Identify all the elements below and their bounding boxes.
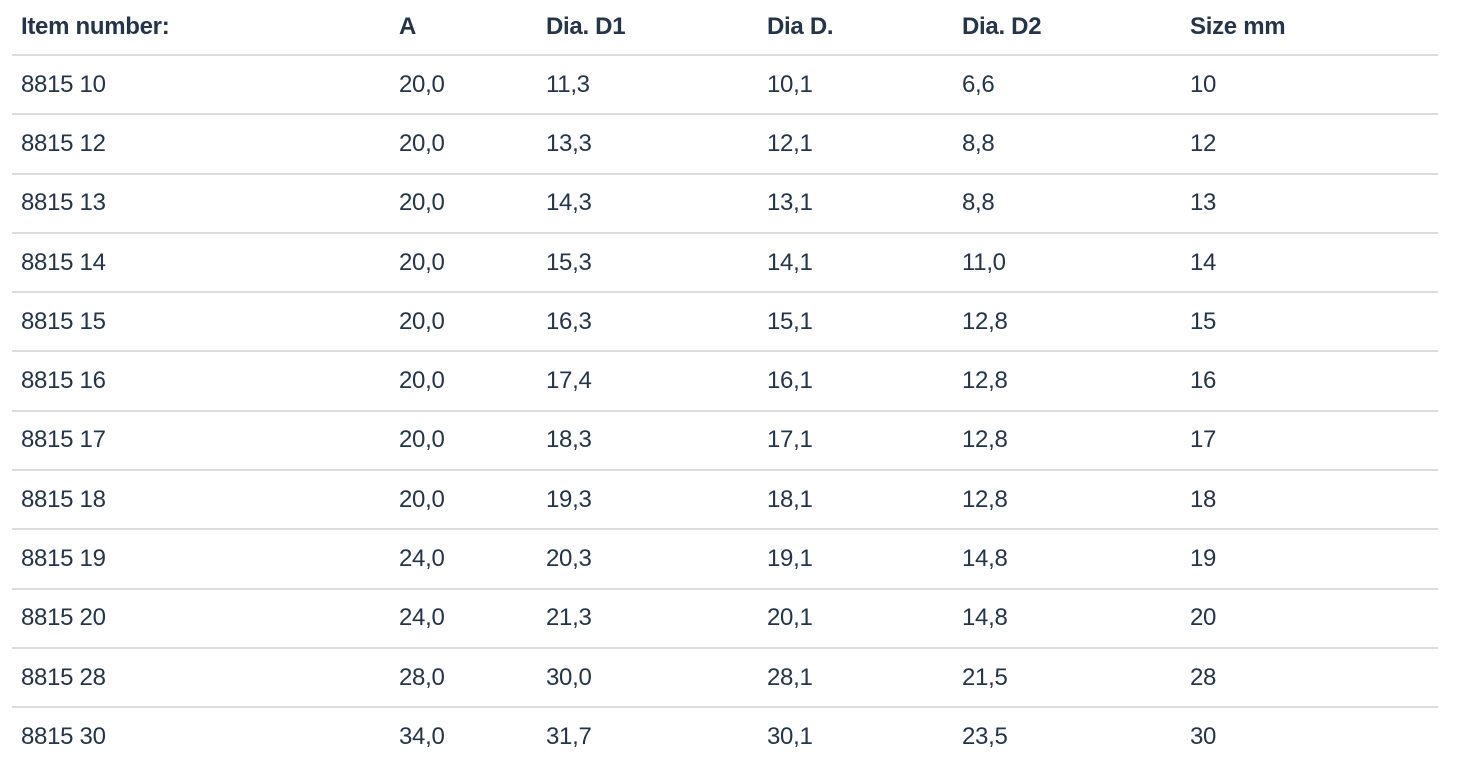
cell-dia-d2: 21,5 (953, 647, 1181, 709)
cell-dia-d1: 11,3 (537, 55, 758, 116)
column-header-dia-d2: Dia. D2 (953, 0, 1181, 56)
cell-dia-d: 12,1 (758, 114, 953, 175)
column-header-a: A (390, 0, 537, 56)
cell-size-mm: 20 (1181, 588, 1438, 649)
cell-a: 20,0 (390, 470, 537, 531)
cell-dia-d: 10,1 (758, 55, 953, 116)
cell-size-mm: 16 (1181, 351, 1438, 412)
cell-dia-d2: 6,6 (953, 55, 1181, 116)
table-row: 8815 18 20,0 19,3 18,1 12,8 18 (12, 470, 1438, 531)
cell-dia-d1: 31,7 (546, 722, 592, 750)
cell-dia-d1: 20,3 (537, 529, 758, 590)
cell-dia-d2: 11,0 (953, 232, 1181, 294)
cell-dia-d2: 12,8 (953, 470, 1181, 531)
cell-a: 20,0 (390, 55, 537, 116)
cell-a: 20,0 (390, 351, 537, 412)
cell-item-number: 8815 19 (12, 529, 390, 590)
column-header-dia-d1: Dia. D1 (537, 0, 758, 56)
table-row: 8815 10 20,0 11,3 10,1 6,6 10 (12, 55, 1438, 116)
cell-dia-d1: 13,3 (537, 114, 758, 175)
cell-size-mm: 10 (1181, 55, 1438, 116)
cell-a: 20,0 (390, 292, 537, 353)
cell-dia-d2: 12,8 (953, 351, 1181, 412)
table-row: 8815 15 20,0 16,3 15,1 12,8 15 (12, 292, 1438, 353)
cell-item-number: 8815 15 (12, 292, 390, 353)
cell-item-number: 8815 10 (12, 55, 390, 116)
cell-size-mm: 28 (1181, 647, 1438, 709)
cell-item-number: 8815 14 (12, 232, 390, 294)
cell-size-mm: 13 (1181, 173, 1438, 234)
cell-dia-d: 14,1 (758, 232, 953, 294)
cell-a: 20,0 (390, 114, 537, 175)
product-spec-table: Item number: A Dia. D1 Dia D. Dia. D2 Size mm… (12, 0, 1438, 766)
cell-a: 28,0 (390, 647, 537, 709)
cell-item-number: 8815 16 (12, 351, 390, 412)
cell-size-mm: 12 (1181, 114, 1438, 175)
table-row: 8815 14 20,0 15,3 14,1 11,0 14 (12, 232, 1438, 294)
cell-dia-d: 19,1 (758, 529, 953, 590)
cell-dia-d1: 17,4 (537, 351, 758, 412)
cell-size-mm: 18 (1181, 470, 1438, 531)
cell-a: 20,0 (390, 232, 537, 294)
cell-a: 24,0 (390, 529, 537, 590)
cell-dia-d1: 19,3 (537, 470, 758, 531)
cell-item-number: 8815 28 (12, 647, 390, 709)
cell-dia-d: 17,1 (758, 410, 953, 472)
cell-item-number: 8815 17 (12, 410, 390, 472)
cell-size-mm: 14 (1181, 232, 1438, 294)
table-row: 8815 12 20,0 13,3 12,1 8,8 12 (12, 114, 1438, 175)
cell-dia-d: 30,1 (767, 722, 813, 750)
column-header-size-mm: Size mm (1181, 0, 1438, 56)
table-row: 8815 13 20,0 14,3 13,1 8,8 13 (12, 173, 1438, 234)
table-row: 8815 19 24,0 20,3 19,1 14,8 19 (12, 529, 1438, 590)
cell-item-number: 8815 20 (12, 588, 390, 649)
cell-a: 34,0 (399, 722, 445, 750)
cell-a: 20,0 (390, 173, 537, 234)
cell-a: 20,0 (390, 410, 537, 472)
cell-dia-d2: 14,8 (953, 529, 1181, 590)
cell-dia-d1: 14,3 (537, 173, 758, 234)
cell-a: 24,0 (390, 588, 537, 649)
table-row: 8815 30 34,0 31,7 30,1 23,5 30 (12, 707, 1438, 765)
cell-item-number: 8815 30 (21, 722, 106, 750)
cell-dia-d2: 8,8 (953, 114, 1181, 175)
cell-dia-d1: 30,0 (537, 647, 758, 709)
cell-dia-d: 18,1 (758, 470, 953, 531)
cell-dia-d1: 21,3 (537, 588, 758, 649)
cell-dia-d: 16,1 (758, 351, 953, 412)
column-header-item-number: Item number: (12, 0, 390, 56)
cell-dia-d: 20,1 (758, 588, 953, 649)
cell-dia-d: 15,1 (758, 292, 953, 353)
cell-dia-d2: 23,5 (962, 722, 1008, 750)
cell-dia-d1: 15,3 (537, 232, 758, 294)
column-header-dia-d: Dia D. (758, 0, 953, 56)
cell-size-mm: 30 (1190, 722, 1217, 750)
cell-item-number: 8815 18 (12, 470, 390, 531)
cell-size-mm: 17 (1181, 410, 1438, 472)
cell-size-mm: 15 (1181, 292, 1438, 353)
cell-dia-d2: 14,8 (953, 588, 1181, 649)
cell-item-number: 8815 13 (12, 173, 390, 234)
header-row: Item number: A Dia. D1 Dia D. Dia. D2 Size mm (12, 0, 1438, 56)
table-row: 8815 20 24,0 21,3 20,1 14,8 20 (12, 588, 1438, 649)
cell-dia-d1: 16,3 (537, 292, 758, 353)
cell-size-mm: 19 (1181, 529, 1438, 590)
table-body: 8815 10 20,0 11,3 10,1 6,6 10 8815 12 20,0 13,3 1… (12, 55, 1438, 766)
cell-item-number: 8815 12 (12, 114, 390, 175)
table-row: 8815 16 20,0 17,4 16,1 12,8 16 (12, 351, 1438, 412)
cell-dia-d1: 18,3 (537, 410, 758, 472)
cell-dia-d: 13,1 (758, 173, 953, 234)
table-row: 8815 17 20,0 18,3 17,1 12,8 17 (12, 410, 1438, 472)
table-row: 8815 28 28,0 30,0 28,1 21,5 28 (12, 647, 1438, 709)
cell-dia-d: 28,1 (758, 647, 953, 709)
cell-dia-d2: 12,8 (953, 292, 1181, 353)
cell-dia-d2: 8,8 (953, 173, 1181, 234)
cell-dia-d2: 12,8 (953, 410, 1181, 472)
